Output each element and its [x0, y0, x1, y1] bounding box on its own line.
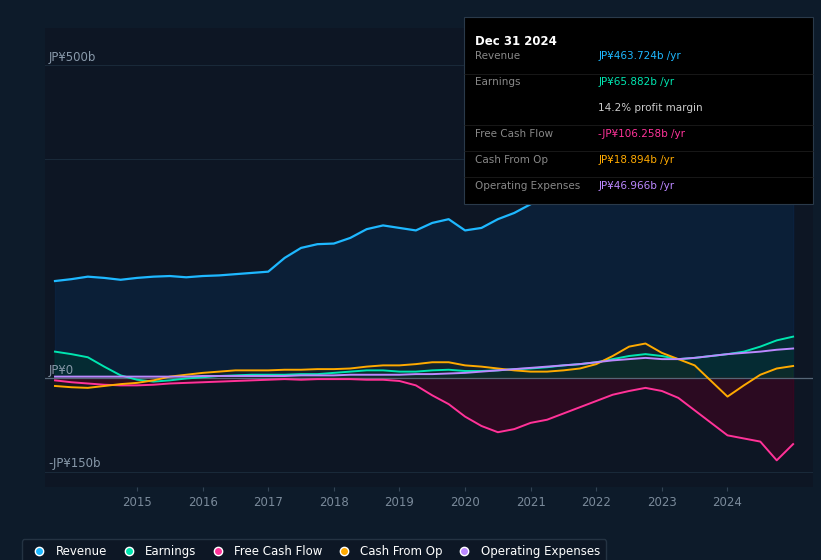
Text: Earnings: Earnings: [475, 77, 521, 87]
Text: JP¥0: JP¥0: [48, 363, 74, 377]
Text: -JP¥106.258b /yr: -JP¥106.258b /yr: [599, 129, 686, 139]
Text: JP¥463.724b /yr: JP¥463.724b /yr: [599, 52, 681, 61]
Legend: Revenue, Earnings, Free Cash Flow, Cash From Op, Operating Expenses: Revenue, Earnings, Free Cash Flow, Cash …: [22, 539, 606, 560]
Text: Revenue: Revenue: [475, 52, 521, 61]
Text: JP¥65.882b /yr: JP¥65.882b /yr: [599, 77, 674, 87]
Text: 14.2% profit margin: 14.2% profit margin: [599, 103, 703, 113]
Text: Operating Expenses: Operating Expenses: [475, 181, 580, 191]
Text: JP¥46.966b /yr: JP¥46.966b /yr: [599, 181, 674, 191]
Text: Free Cash Flow: Free Cash Flow: [475, 129, 553, 139]
Text: -JP¥150b: -JP¥150b: [48, 458, 101, 470]
FancyBboxPatch shape: [464, 17, 813, 204]
Text: Cash From Op: Cash From Op: [475, 155, 548, 165]
Text: JP¥500b: JP¥500b: [48, 51, 96, 64]
Text: JP¥18.894b /yr: JP¥18.894b /yr: [599, 155, 674, 165]
Text: Dec 31 2024: Dec 31 2024: [475, 35, 557, 48]
